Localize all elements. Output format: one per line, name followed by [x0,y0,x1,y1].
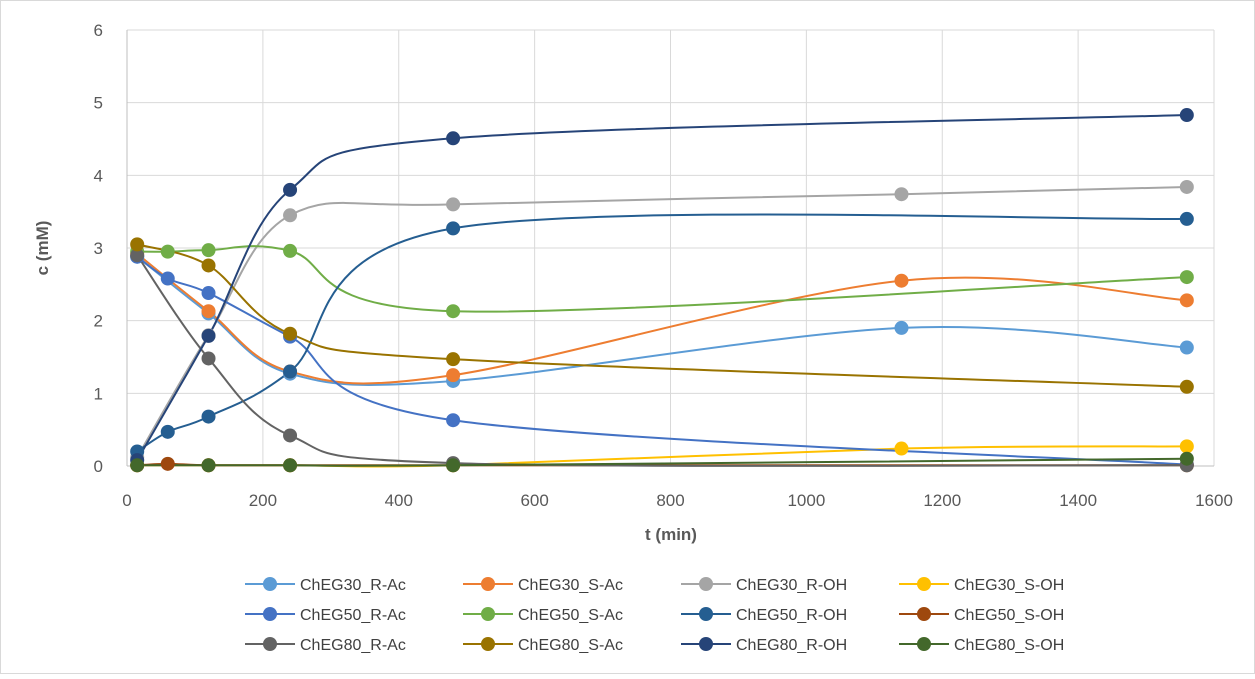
x-tick-label: 1600 [1195,491,1233,510]
x-tick-label: 200 [249,491,277,510]
series-line-ChEG50_R-OH [136,213,1187,453]
data-point-ChEG50_S-Ac [283,243,298,258]
data-point-ChEG80_R-OH [201,328,216,343]
x-tick-label: 400 [385,491,413,510]
data-point-ChEG80_S-Ac [130,237,145,252]
x-tick-label: 600 [520,491,548,510]
data-point-ChEG80_R-OH [283,182,298,197]
legend-label: ChEG50_S-Ac [518,607,623,624]
legend-marker-ChEG50_S-Ac [481,607,495,621]
data-point-ChEG50_R-OH [201,409,216,424]
legend-marker-ChEG80_S-OH [917,637,931,651]
x-tick-label: 1200 [923,491,961,510]
data-point-ChEG50_R-OH [283,364,298,379]
y-tick-label: 1 [94,384,103,403]
legend-marker-ChEG30_S-Ac [481,577,495,591]
series-line-ChEG30_S-Ac [136,253,1187,385]
series-line-ChEG30_R-Ac [136,255,1187,386]
legend-marker-ChEG30_R-Ac [263,577,277,591]
legend-label: ChEG50_R-OH [736,607,847,624]
data-point-ChEG80_R-Ac [130,248,145,263]
data-point-ChEG80_R-OH [446,131,461,146]
data-point-ChEG80_S-OH [446,458,461,473]
legend-marker-ChEG80_R-Ac [263,637,277,651]
y-tick-label: 5 [94,94,103,113]
legend-marker-ChEG80_S-Ac [481,637,495,651]
y-axis-title: c (mM) [33,221,52,276]
series-line-ChEG50_S-Ac [137,245,1187,313]
data-point-ChEG80_R-Ac [283,428,298,443]
data-point-ChEG80_S-OH [130,458,145,473]
legend-label: ChEG50_R-Ac [300,607,406,624]
series-line-ChEG50_R-Ac [136,255,1187,466]
y-tick-label: 6 [94,21,103,40]
data-point-ChEG80_S-Ac [201,258,216,273]
data-point-ChEG30_R-OH [446,197,461,212]
legend: ChEG30_R-Ac ChEG30_S-Ac ChEG30_R-OH ChEG30_… [245,577,1064,654]
data-point-ChEG50_S-Ac [1179,270,1194,285]
y-tick-label: 2 [94,312,103,331]
data-point-ChEG50_R-OH [160,424,175,439]
data-point-ChEG80_S-OH [201,458,216,473]
data-point-ChEG30_S-Ac [894,273,909,288]
legend-label: ChEG80_R-OH [736,637,847,654]
legend-marker-ChEG50_R-OH [699,607,713,621]
data-point-ChEG50_R-OH [446,221,461,236]
y-tick-label: 3 [94,239,103,258]
data-point-ChEG80_R-Ac [201,351,216,366]
data-point-ChEG30_R-Ac [894,320,909,335]
legend-label: ChEG30_S-OH [954,577,1064,594]
y-tick-label: 0 [94,457,103,476]
data-point-ChEG30_S-Ac [446,368,461,383]
data-point-ChEG80_R-OH [1179,108,1194,123]
legend-label: ChEG80_R-Ac [300,637,406,654]
data-point-ChEG50_S-OH [160,456,175,471]
data-point-ChEG50_R-OH [1179,211,1194,226]
legend-marker-ChEG50_R-Ac [263,607,277,621]
x-tick-label: 1000 [787,491,825,510]
data-point-ChEG30_S-Ac [201,304,216,319]
data-point-ChEG30_S-Ac [1179,293,1194,308]
series [130,108,1194,473]
data-point-ChEG80_S-Ac [283,326,298,341]
x-tick-label: 800 [656,491,684,510]
data-point-ChEG80_S-Ac [1179,379,1194,394]
data-point-ChEG50_R-Ac [160,271,175,286]
data-point-ChEG30_R-OH [1179,179,1194,194]
data-point-ChEG80_S-Ac [446,352,461,367]
data-point-ChEG50_S-Ac [201,243,216,258]
data-point-ChEG30_R-Ac [1179,340,1194,355]
data-point-ChEG80_S-OH [283,458,298,473]
data-point-ChEG50_S-Ac [446,304,461,319]
data-point-ChEG30_S-OH [894,441,909,456]
data-point-ChEG50_S-Ac [160,244,175,259]
legend-label: ChEG80_S-Ac [518,637,623,654]
legend-label: ChEG80_S-OH [954,637,1064,654]
x-axis-title: t (min) [645,525,697,544]
data-point-ChEG80_S-OH [1179,451,1194,466]
data-point-ChEG30_R-OH [283,208,298,223]
data-point-ChEG50_R-Ac [201,286,216,301]
legend-label: ChEG30_S-Ac [518,577,623,594]
legend-label: ChEG30_R-OH [736,577,847,594]
legend-marker-ChEG30_R-OH [699,577,713,591]
data-point-ChEG30_R-OH [894,187,909,202]
legend-marker-ChEG80_R-OH [699,637,713,651]
data-point-ChEG50_R-Ac [446,413,461,428]
grid [127,29,1215,466]
x-tick-label: 1400 [1059,491,1097,510]
data-point-ChEG30_S-OH [1179,439,1194,454]
legend-label: ChEG50_S-OH [954,607,1064,624]
x-tick-label: 0 [122,491,131,510]
y-tick-label: 4 [94,166,103,185]
legend-marker-ChEG30_S-OH [917,577,931,591]
legend-marker-ChEG50_S-OH [917,607,931,621]
legend-label: ChEG30_R-Ac [300,577,406,594]
